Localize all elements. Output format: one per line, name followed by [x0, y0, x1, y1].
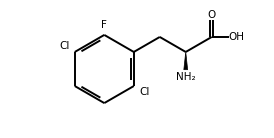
Text: OH: OH	[228, 32, 244, 42]
Text: Cl: Cl	[59, 41, 70, 51]
Polygon shape	[184, 52, 188, 70]
Text: NH₂: NH₂	[176, 72, 196, 82]
Text: Cl: Cl	[139, 87, 149, 97]
Text: O: O	[208, 10, 216, 20]
Text: F: F	[101, 20, 107, 30]
